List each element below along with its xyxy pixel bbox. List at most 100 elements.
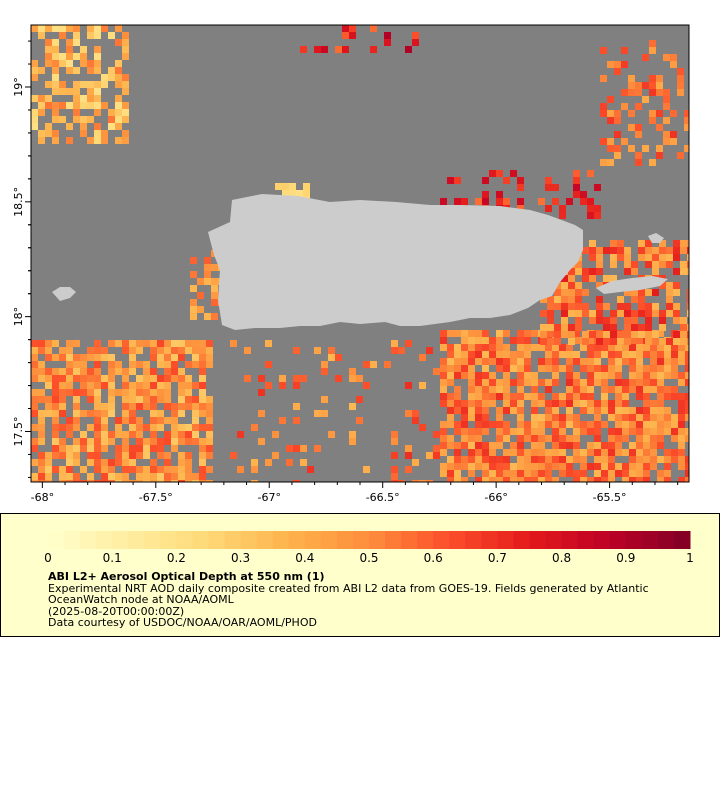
aod-cell [122, 438, 129, 445]
colorbar-step [336, 531, 354, 549]
aod-cell [94, 389, 101, 396]
colorbar-step [208, 531, 226, 549]
aod-cell [531, 421, 538, 428]
aod-cell [122, 81, 129, 88]
aod-cell [80, 116, 87, 123]
aod-cell [143, 382, 150, 389]
aod-cell [87, 375, 94, 382]
aod-cell [580, 428, 587, 435]
aod-cell [454, 428, 461, 435]
aod-cell [496, 365, 503, 372]
aod-cell [594, 407, 601, 414]
aod-cell [412, 410, 419, 417]
aod-cell [545, 386, 552, 393]
vieques-island [596, 276, 668, 294]
aod-cell [643, 435, 650, 442]
aod-cell [199, 438, 206, 445]
aod-cell [650, 463, 657, 470]
aod-cell [664, 393, 671, 400]
aod-cell [552, 463, 559, 470]
aod-cell [517, 365, 524, 372]
aod-cell [547, 310, 554, 317]
aod-cell [643, 407, 650, 414]
aod-cell [206, 354, 213, 361]
colorbar-label: 1 [686, 551, 694, 565]
aod-cell [45, 403, 52, 410]
aod-cell [122, 137, 129, 144]
aod-cell [94, 123, 101, 130]
aod-cell [608, 435, 615, 442]
aod-cell [482, 407, 489, 414]
aod-cell [600, 138, 607, 145]
aod-cell [568, 268, 575, 275]
aod-cell [94, 53, 101, 60]
aod-cell [468, 400, 475, 407]
aod-cell [503, 477, 510, 482]
legend-panel: 0 0.1 0.2 0.3 0.4 0.5 0.6 0.7 0.8 0.9 1 ABI L2+ Ae… [0, 513, 720, 637]
aod-cell [171, 354, 178, 361]
aod-cell [666, 289, 673, 296]
aod-cell [615, 463, 622, 470]
aod-cell [559, 414, 566, 421]
aod-cell [150, 424, 157, 431]
aod-cell [136, 473, 143, 480]
aod-cell [122, 417, 129, 424]
aod-cell [629, 477, 636, 482]
aod-cell [211, 292, 218, 299]
aod-cell [101, 473, 108, 480]
aod-cell [122, 459, 129, 466]
aod-cell [391, 473, 398, 480]
aod-cell [664, 372, 671, 379]
aod-cell [59, 53, 66, 60]
aod-cell [573, 358, 580, 365]
aod-cell [115, 25, 122, 32]
aod-cell [129, 417, 136, 424]
aod-cell [617, 240, 624, 247]
aod-cell [59, 452, 66, 459]
colorbar-step [224, 531, 242, 549]
aod-cell [468, 358, 475, 365]
aod-cell [680, 338, 687, 345]
aod-cell [199, 459, 206, 466]
aod-cell [601, 400, 608, 407]
aod-cell [587, 372, 594, 379]
aod-cell [80, 368, 87, 375]
aod-cell [545, 400, 552, 407]
aod-cell [412, 32, 419, 39]
aod-cell [624, 254, 631, 261]
aod-cell [642, 145, 649, 152]
aod-cell [87, 389, 94, 396]
aod-cell [94, 130, 101, 137]
aod-cell [631, 296, 638, 303]
aod-cell [59, 375, 66, 382]
aod-cell [461, 198, 468, 205]
aod-cell [87, 452, 94, 459]
aod-cell [52, 116, 59, 123]
aod-cell [94, 410, 101, 417]
aod-cell [122, 396, 129, 403]
aod-cell [489, 379, 496, 386]
aod-cell [615, 470, 622, 477]
aod-cell [666, 303, 673, 310]
aod-cell [199, 382, 206, 389]
aod-cell [482, 428, 489, 435]
aod-cell [143, 403, 150, 410]
aod-cell [545, 358, 552, 365]
aod-cell [129, 424, 136, 431]
aod-cell [573, 372, 580, 379]
aod-cell [440, 421, 447, 428]
aod-cell [496, 191, 503, 198]
aod-cell [643, 351, 650, 358]
aod-cell [517, 470, 524, 477]
aod-cell [293, 417, 300, 424]
aod-cell [122, 466, 129, 473]
aod-cell [440, 463, 447, 470]
aod-cell [601, 386, 608, 393]
aod-cell [552, 435, 559, 442]
aod-cell [192, 417, 199, 424]
aod-cell [475, 449, 482, 456]
aod-cell [192, 403, 199, 410]
aod-cell [178, 403, 185, 410]
aod-cell [531, 449, 538, 456]
aod-cell [197, 278, 204, 285]
